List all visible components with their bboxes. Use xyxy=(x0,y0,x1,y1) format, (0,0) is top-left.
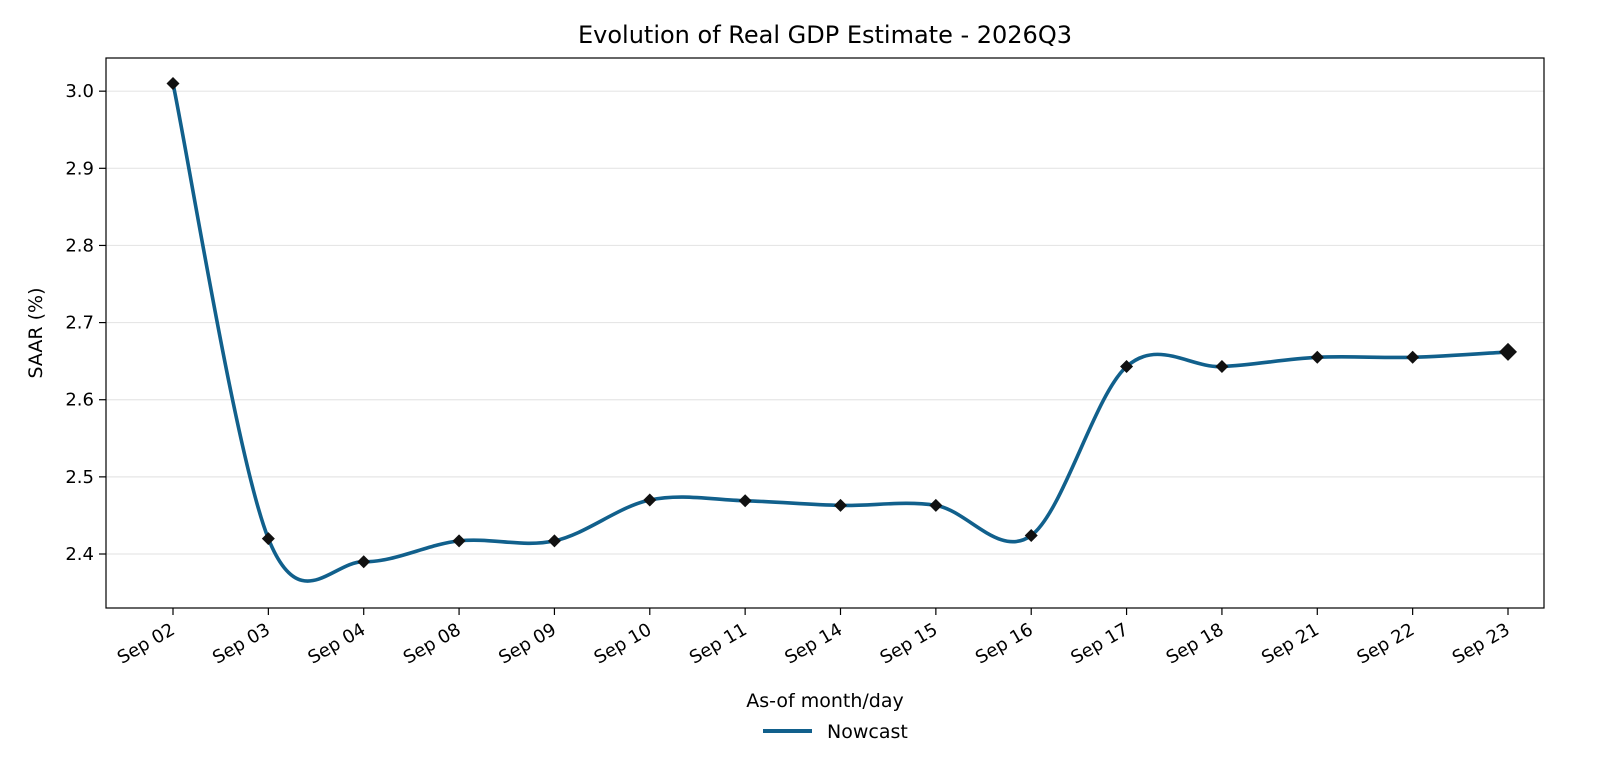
x-tick-label: Sep 21 xyxy=(1258,619,1323,668)
series-line-nowcast xyxy=(171,83,1509,583)
x-tick-label: Sep 08 xyxy=(400,619,465,668)
data-point xyxy=(738,494,752,508)
y-tick-label: 3.0 xyxy=(65,81,94,102)
data-point xyxy=(166,76,180,90)
data-point xyxy=(1499,342,1517,361)
y-axis: 2.4 2.5 2.6 2.7 2.8 2.9 3.0 xyxy=(65,81,106,565)
data-point xyxy=(1024,528,1038,542)
y-tick-label: 2.6 xyxy=(65,390,94,411)
y-tick-label: 2.4 xyxy=(65,544,94,565)
x-tick-label: Sep 02 xyxy=(114,619,179,668)
chart-title: Evolution of Real GDP Estimate - 2026Q3 xyxy=(578,21,1072,49)
series-layer xyxy=(166,76,1517,583)
data-point xyxy=(643,493,657,507)
y-tick-label: 2.7 xyxy=(65,313,94,334)
data-point xyxy=(929,498,943,512)
x-tick-label: Sep 16 xyxy=(972,619,1037,668)
x-tick-label: Sep 04 xyxy=(305,619,370,668)
data-point xyxy=(357,555,371,569)
y-tick-label: 2.5 xyxy=(65,467,94,488)
x-tick-label: Sep 23 xyxy=(1449,619,1514,668)
data-point xyxy=(1215,360,1229,374)
data-point xyxy=(1120,360,1134,374)
legend: Nowcast xyxy=(763,721,908,743)
data-point xyxy=(261,532,275,546)
x-tick-label: Sep 14 xyxy=(781,619,846,668)
x-axis-label: As-of month/day xyxy=(746,690,903,712)
x-tick-label: Sep 18 xyxy=(1163,619,1228,668)
x-tick-label: Sep 10 xyxy=(591,619,656,668)
plot-frame xyxy=(105,57,1545,609)
grid-lines xyxy=(106,90,1544,555)
x-tick-label: Sep 15 xyxy=(877,619,942,668)
data-point xyxy=(1310,350,1324,364)
y-axis-label: SAAR (%) xyxy=(25,287,47,378)
data-point xyxy=(1406,350,1420,364)
data-point xyxy=(834,498,847,512)
x-tick-label: Sep 11 xyxy=(686,619,751,668)
y-tick-label: 2.8 xyxy=(65,235,94,256)
x-tick-label: Sep 22 xyxy=(1353,619,1418,668)
x-axis: Sep 02 Sep 03 Sep 04 Sep 08 Sep 09 Sep 10 Sep … xyxy=(114,608,1514,669)
data-point xyxy=(547,534,561,548)
x-tick-label: Sep 03 xyxy=(209,619,274,668)
x-tick-label: Sep 09 xyxy=(495,619,560,668)
data-point xyxy=(452,534,466,548)
x-tick-label: Sep 17 xyxy=(1067,619,1132,668)
y-tick-label: 2.9 xyxy=(65,158,94,179)
legend-label-nowcast: Nowcast xyxy=(827,721,908,743)
